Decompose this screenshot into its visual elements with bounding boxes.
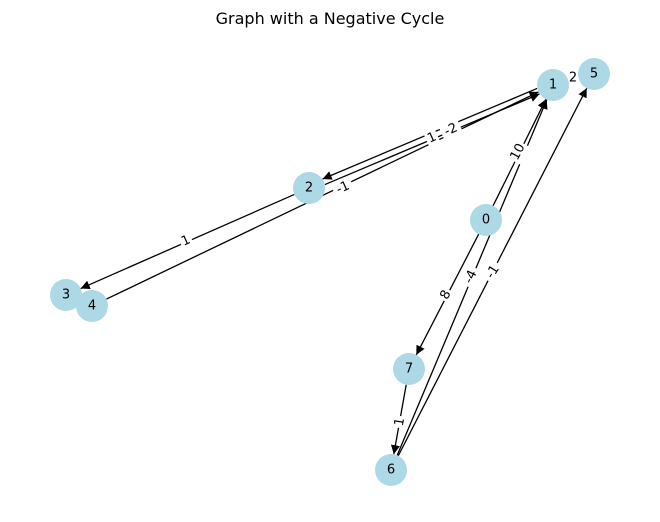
- edge-label-6-to-5: -1: [480, 259, 506, 285]
- node-3: 3: [50, 279, 82, 311]
- edge-label-4-to-1: -1: [330, 176, 356, 200]
- edge-label-2-to-3: 1: [177, 231, 195, 251]
- edge-label-background: [177, 231, 195, 251]
- node-label: 3: [62, 288, 70, 303]
- node-7: 7: [393, 353, 425, 385]
- node-0: 0: [470, 204, 502, 236]
- edge-weight-text: -2: [442, 121, 460, 140]
- node-circle: [537, 69, 569, 101]
- node-circle: [578, 58, 610, 90]
- node-circle: [76, 290, 108, 322]
- node-circle: [375, 454, 407, 486]
- node-6: 6: [375, 454, 407, 486]
- edge-label-1-to-5: 2: [567, 70, 579, 86]
- edge-label-background: [480, 259, 506, 285]
- node-circle: [50, 279, 82, 311]
- node-label: 6: [387, 463, 395, 478]
- node-circle: [470, 204, 502, 236]
- node-label: 5: [590, 67, 598, 82]
- edge-weight-text: 10: [507, 141, 528, 163]
- edge-label-background: [330, 176, 356, 200]
- node-4: 4: [76, 290, 108, 322]
- node-label: 4: [88, 299, 96, 314]
- graph-title: Graph with a Negative Cycle: [216, 9, 445, 28]
- node-label: 0: [482, 213, 490, 228]
- edge-label-background: [459, 264, 483, 290]
- edge-weight-text: 1: [392, 417, 408, 428]
- node-circle: [293, 172, 325, 204]
- edge-label-6-to-1: -4: [459, 264, 483, 290]
- node-label: 1: [549, 78, 557, 93]
- edge-label-background: [391, 414, 409, 430]
- edge-weight-text: -1: [334, 179, 352, 198]
- edge-label-background: [438, 118, 464, 142]
- node-circle: [393, 353, 425, 385]
- edge-label-background: [423, 128, 441, 148]
- edge-label-1-to-2: -2: [438, 118, 464, 142]
- node-2: 2: [293, 172, 325, 204]
- node-label: 2: [305, 181, 313, 196]
- node-5: 5: [578, 58, 610, 90]
- edge-label-background: [436, 285, 456, 305]
- node-1: 1: [537, 69, 569, 101]
- edge-label-2-to-1: 1: [423, 128, 441, 148]
- edge-label-background: [506, 139, 530, 165]
- edge-weight-text: -4: [461, 268, 480, 286]
- edge-label-0-to-1: 10: [506, 139, 530, 165]
- edge-label-0-to-7: 8: [436, 285, 456, 305]
- edge-weight-text: 2: [569, 71, 577, 86]
- edges-layer: [80, 76, 588, 457]
- node-label: 7: [405, 362, 413, 377]
- edge-label-7-to-6: 1: [391, 414, 409, 430]
- edge-label-background: [567, 70, 579, 86]
